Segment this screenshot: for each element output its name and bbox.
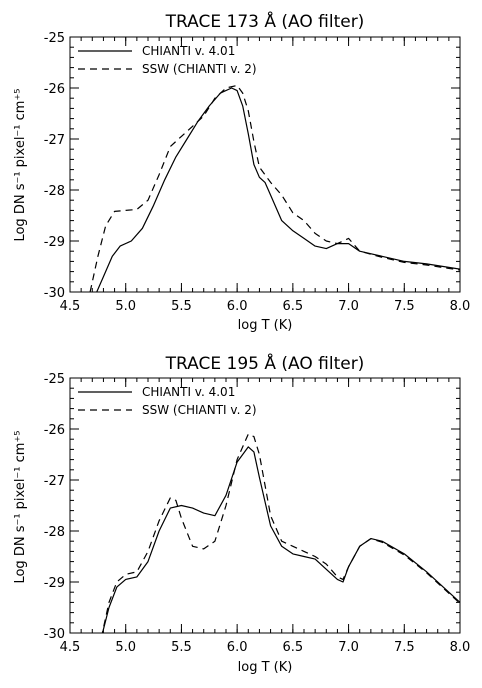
- top-xtick-label: 7.0: [338, 299, 359, 314]
- top-chart-xlabel: log T (K): [238, 318, 293, 333]
- bottom-xtick-label: 6.5: [283, 640, 304, 655]
- top-chart: TRACE 173 Å (AO filter) log T (K) Log DN…: [13, 10, 470, 333]
- bottom-ytick-label: -28: [44, 525, 65, 540]
- top-series-ssw-line: [89, 84, 460, 292]
- bottom-series-ssw-line: [101, 433, 460, 633]
- bottom-ytick-label: -25: [44, 372, 65, 387]
- bottom-chart-xlabel: log T (K): [238, 660, 293, 675]
- top-ytick-label: -30: [44, 286, 65, 301]
- bottom-legend-label: SSW (CHIANTI v. 2): [142, 403, 257, 417]
- bottom-chart-frame: [69, 377, 461, 634]
- bottom-ytick-label: -30: [44, 627, 65, 642]
- top-legend-label: CHIANTI v. 4.01: [142, 44, 235, 58]
- bottom-xtick-label: 7.5: [394, 640, 415, 655]
- bottom-ytick-label: -29: [44, 576, 65, 591]
- top-chart-ylabel: Log DN s⁻¹ pixel⁻¹ cm⁺⁵: [13, 88, 28, 241]
- top-series-chianti-line: [96, 87, 460, 292]
- top-ytick-label: -26: [44, 82, 65, 97]
- bottom-xtick-label: 5.0: [115, 640, 136, 655]
- bottom-series-chianti-line: [101, 446, 460, 633]
- bottom-ytick-label: -27: [44, 474, 65, 489]
- top-chart-frame: [69, 36, 461, 293]
- bottom-xtick-label: 6.0: [227, 640, 248, 655]
- top-ytick-label: -29: [44, 235, 65, 250]
- bottom-xtick-label: 5.5: [171, 640, 192, 655]
- top-ytick-label: -28: [44, 184, 65, 199]
- top-xtick-label: 6.0: [227, 299, 248, 314]
- top-xtick-label: 8.0: [450, 299, 471, 314]
- top-ytick-label: -25: [44, 31, 65, 46]
- top-xtick-label: 5.5: [171, 299, 192, 314]
- bottom-legend-label: CHIANTI v. 4.01: [142, 385, 235, 399]
- bottom-chart: TRACE 195 Å (AO filter) log T (K) Log DN…: [13, 352, 470, 675]
- top-xtick-label: 4.5: [60, 299, 81, 314]
- top-chart-title: TRACE 173 Å (AO filter): [165, 10, 365, 32]
- bottom-chart-title: TRACE 195 Å (AO filter): [165, 352, 365, 374]
- top-xtick-label: 7.5: [394, 299, 415, 314]
- top-xtick-label: 5.0: [115, 299, 136, 314]
- top-ytick-label: -27: [44, 133, 65, 148]
- bottom-xtick-label: 8.0: [450, 640, 471, 655]
- bottom-xtick-label: 7.0: [338, 640, 359, 655]
- bottom-ytick-label: -26: [44, 423, 65, 438]
- top-legend-label: SSW (CHIANTI v. 2): [142, 62, 257, 76]
- top-xtick-label: 6.5: [283, 299, 304, 314]
- bottom-chart-ylabel: Log DN s⁻¹ pixel⁻¹ cm⁺⁵: [13, 430, 28, 583]
- bottom-xtick-label: 4.5: [60, 640, 81, 655]
